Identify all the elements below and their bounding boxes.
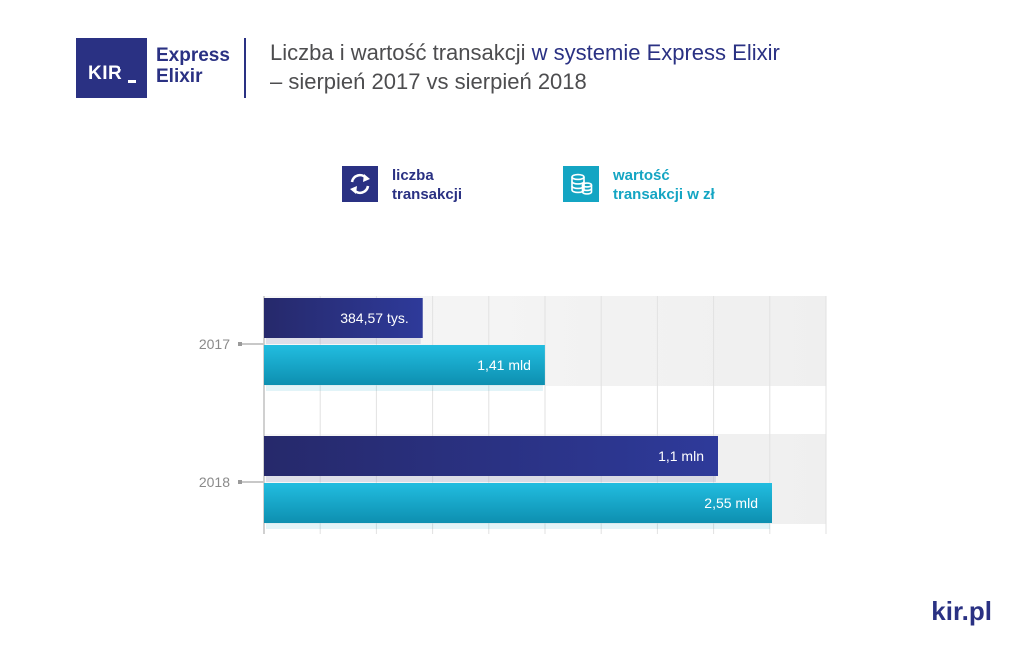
category-tick-dot [238, 342, 242, 346]
legend-label-count: liczba transakcji [392, 166, 462, 204]
legend-count-line2: transakcji [392, 186, 463, 203]
chart-title: Liczba i wartość transakcji w systemie E… [270, 38, 990, 96]
category-label-2017: 2017 [199, 336, 230, 352]
logo-kir-dot [120, 65, 124, 69]
bar-shadow [266, 523, 770, 529]
coins-stack-icon [563, 166, 599, 202]
legend-count-line1: liczba [392, 167, 434, 184]
bar-shadow [266, 338, 421, 344]
legend-label-value: wartość transakcji w zł [613, 166, 715, 204]
bar-shadow [266, 385, 543, 391]
title-line2: – sierpień 2017 vs sierpień 2018 [270, 69, 587, 94]
footer-url[interactable]: kir.pl [931, 596, 992, 626]
title-part2: w systemie Express Elixir [531, 40, 780, 65]
logo-box: KIR [76, 38, 147, 98]
bar-label-2017-series-1: 1,41 mld [477, 357, 531, 373]
logo-divider [244, 38, 246, 98]
kir-express-elixir-logo: KIR Express Elixir [76, 38, 248, 98]
bar-2018-series-0 [264, 436, 718, 476]
bar-label-2018-series-0: 1,1 mln [658, 448, 704, 464]
category-tick-dot [238, 480, 242, 484]
bar-label-2018-series-1: 2,55 mld [704, 495, 758, 511]
category-label-2018: 2018 [199, 474, 230, 490]
legend-value-line2: transakcji w zł [613, 186, 715, 203]
exchange-arrows-icon [342, 166, 378, 202]
logo-line2: Elixir [156, 66, 203, 87]
legend-item-count: liczba transakcji [342, 166, 462, 204]
bar-label-2017-series-0: 384,57 tys. [340, 310, 409, 326]
bar-2017-series-0 [264, 298, 423, 338]
logo-kir-text: KIR [88, 63, 123, 84]
legend-value-line1: wartość [613, 167, 670, 184]
logo-line1: Express [156, 45, 230, 66]
logo-product-name: Express Elixir [156, 45, 230, 87]
title-part1: Liczba i wartość transakcji [270, 40, 532, 65]
bar-2017-series-1 [264, 345, 545, 385]
bar-shadow [266, 476, 716, 482]
legend-item-value: wartość transakcji w zł [563, 166, 715, 204]
logo-kir-underscore [128, 80, 136, 83]
bar-2018-series-1 [264, 483, 772, 523]
